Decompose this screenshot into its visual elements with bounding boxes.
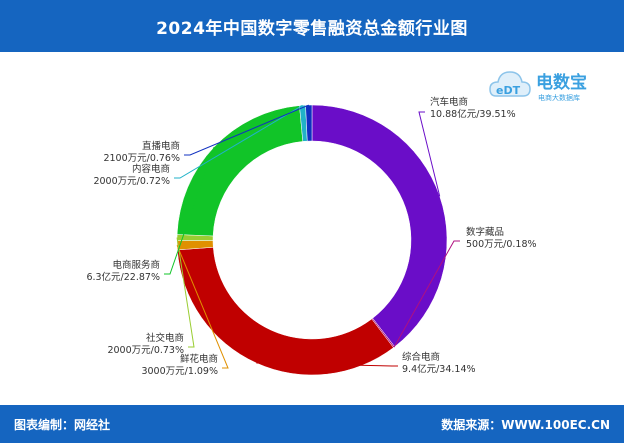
slice-label-name: 汽车电商: [430, 96, 468, 108]
slice-label-name: 综合电商: [402, 351, 440, 363]
leader-line: [418, 111, 441, 197]
chart-title: 2024年中国数字零售融资总金额行业图: [156, 18, 468, 39]
logo-mark: eDT: [496, 84, 521, 97]
slice-label-value: 2000万元/0.73%: [107, 345, 184, 356]
leader-line: [174, 104, 303, 179]
slice-label-name: 电商服务商: [112, 259, 160, 271]
leader-line: [184, 104, 309, 156]
leader-line: [176, 237, 195, 348]
slice-label-value: 10.88亿元/39.51%: [430, 108, 516, 120]
slice-label-value: 6.3亿元/22.87%: [86, 271, 160, 283]
cloud-icon: [489, 71, 531, 97]
leader-line: [393, 240, 460, 348]
slice-label-name: 社交电商: [146, 332, 184, 344]
footer-source: 数据来源：WWW.100EC.CN: [441, 417, 610, 432]
logo-subtitle: 电商大数据库: [538, 93, 580, 102]
leader-line: [176, 245, 229, 369]
donut-slice: [177, 247, 394, 376]
footer-bar: 图表编制：网经社 数据来源：WWW.100EC.CN: [0, 405, 624, 443]
slice-label-value: 3000万元/1.09%: [141, 366, 218, 377]
slice-label-name: 直播电商: [142, 140, 180, 152]
slice-label-value: 500万元/0.18%: [466, 239, 537, 250]
slice-label-value: 2000万元/0.72%: [93, 176, 170, 187]
leader-line: [164, 146, 215, 275]
slice-label-name: 鲜花电商: [180, 353, 218, 365]
leader-line: [256, 362, 398, 367]
slice-label-value: 2100万元/0.76%: [103, 153, 180, 164]
slice-label-name: 数字藏品: [466, 226, 504, 238]
chart-title-bar: 2024年中国数字零售融资总金额行业图: [0, 0, 624, 52]
donut-slice: [311, 104, 448, 348]
slice-label-name: 内容电商: [132, 163, 170, 175]
logo: eDT 电数宝 电商大数据库: [489, 71, 587, 102]
footer-credit: 图表编制：网经社: [14, 417, 111, 432]
donut-slice: [176, 105, 304, 237]
logo-brand: 电数宝: [536, 72, 587, 93]
slice-label-value: 9.4亿元/34.14%: [402, 363, 476, 375]
